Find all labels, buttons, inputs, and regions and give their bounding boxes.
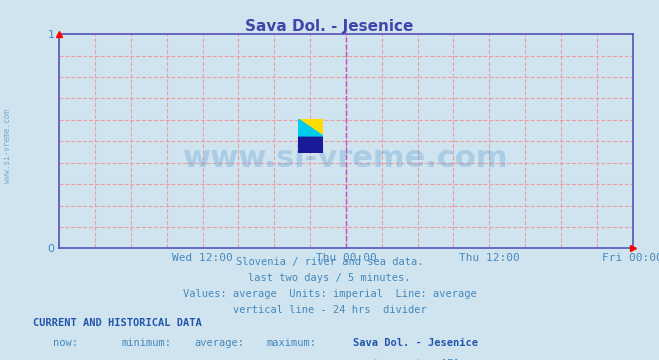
Text: -nan: -nan <box>194 359 219 360</box>
Text: Sava Dol. - Jesenice: Sava Dol. - Jesenice <box>353 338 478 348</box>
Polygon shape <box>298 119 323 136</box>
Bar <box>310 119 323 136</box>
Text: -nan: -nan <box>122 359 147 360</box>
Polygon shape <box>298 119 323 136</box>
Text: minimum:: minimum: <box>122 338 172 348</box>
Text: now:: now: <box>53 338 78 348</box>
Text: www.si-vreme.com: www.si-vreme.com <box>3 109 13 183</box>
Text: Values: average  Units: imperial  Line: average: Values: average Units: imperial Line: av… <box>183 289 476 299</box>
Bar <box>298 119 310 136</box>
Text: CURRENT AND HISTORICAL DATA: CURRENT AND HISTORICAL DATA <box>33 318 202 328</box>
Text: Sava Dol. - Jesenice: Sava Dol. - Jesenice <box>245 19 414 34</box>
Text: maximum:: maximum: <box>267 338 317 348</box>
Text: Slovenia / river and sea data.: Slovenia / river and sea data. <box>236 257 423 267</box>
Text: vertical line - 24 hrs  divider: vertical line - 24 hrs divider <box>233 305 426 315</box>
Text: average:: average: <box>194 338 244 348</box>
Text: -nan: -nan <box>267 359 292 360</box>
Text: temperature[F]: temperature[F] <box>372 359 460 360</box>
Bar <box>298 136 323 153</box>
Text: last two days / 5 minutes.: last two days / 5 minutes. <box>248 273 411 283</box>
Text: www.si-vreme.com: www.si-vreme.com <box>183 144 509 173</box>
Text: -nan: -nan <box>53 359 78 360</box>
